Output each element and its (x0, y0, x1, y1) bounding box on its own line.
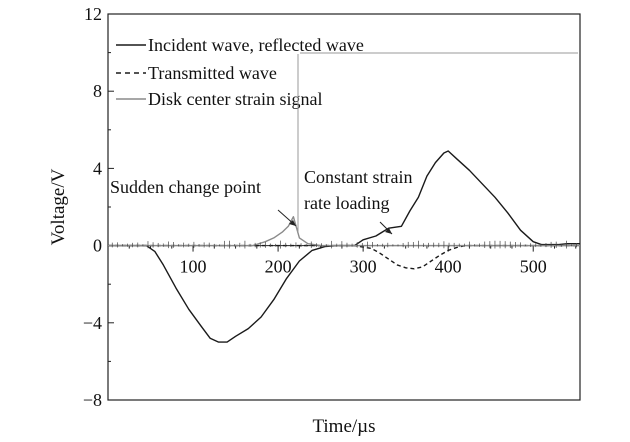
x-tick-label: 100 (180, 257, 207, 277)
annotations: Sudden change point Constant strain rate… (110, 54, 413, 235)
annotation-constant-strain-line2: rate loading (304, 193, 389, 213)
x-tick-label: 300 (350, 257, 377, 277)
annotation-constant-strain-line1: Constant strain (304, 167, 413, 187)
y-axis-title: Voltage/V (48, 168, 69, 245)
annotation-constant-strain-arrowhead (385, 228, 392, 234)
x-tick-label: 400 (435, 257, 462, 277)
series-line-0 (108, 150, 580, 343)
legend-label-transmitted: Transmitted wave (148, 63, 277, 83)
y-tick-label: 0 (93, 236, 102, 256)
legend-label-strain: Disk center strain signal (148, 89, 322, 109)
y-tick-label: 12 (84, 4, 102, 24)
baseline-noise (111, 240, 577, 249)
series-line-2 (108, 215, 580, 247)
x-axis-title: Time/µs (312, 416, 375, 437)
y-tick-label: −8 (83, 390, 102, 410)
legend-label-incident: Incident wave, reflected wave (148, 35, 364, 55)
series-line-1 (108, 244, 580, 270)
annotation-sudden-change: Sudden change point (110, 177, 261, 197)
y-tick-label: 4 (93, 158, 102, 178)
y-tick-label: −4 (83, 313, 102, 333)
x-tick-label: 500 (520, 257, 547, 277)
y-tick-label: 8 (93, 81, 102, 101)
annotation-sudden-change-arrowhead (289, 220, 296, 226)
legend: Incident wave, reflected wave Transmitte… (116, 35, 578, 109)
x-tick-label: 200 (265, 257, 292, 277)
